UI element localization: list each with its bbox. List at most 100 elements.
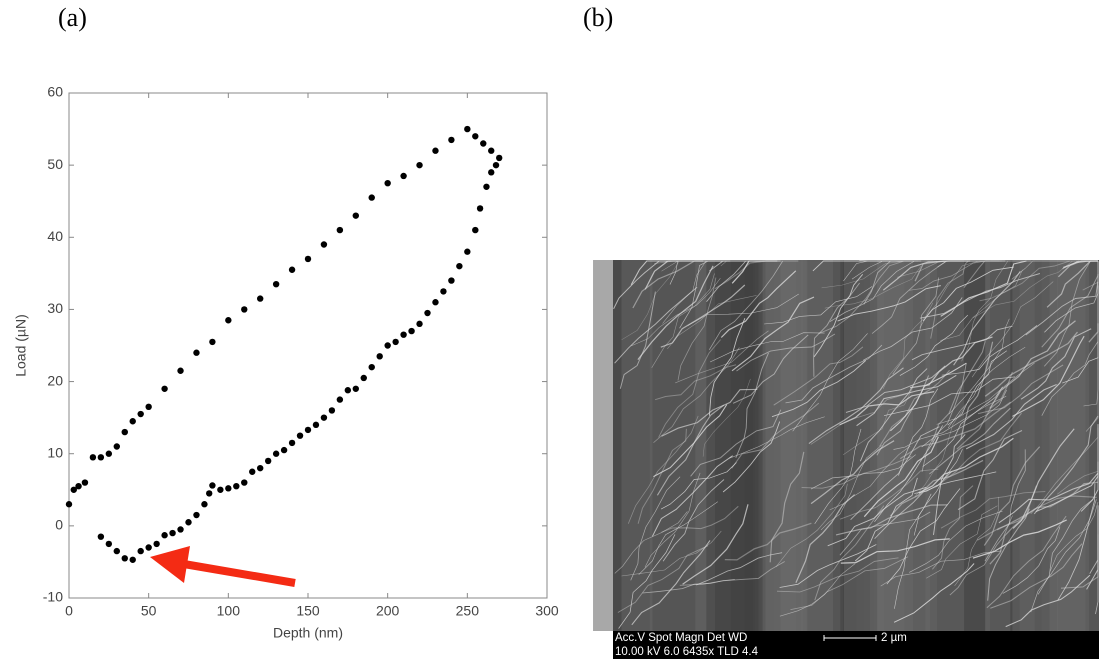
data-point	[206, 490, 212, 496]
y-tick-label: 20	[47, 372, 63, 388]
sem-info-values: 10.00 kV 6.0 6435x TLD 4.4	[615, 646, 759, 658]
data-point	[416, 162, 422, 168]
data-point	[209, 482, 215, 488]
sem-info-header: Acc.V Spot Magn Det WD	[615, 632, 747, 644]
data-point	[329, 407, 335, 413]
data-point	[448, 137, 454, 143]
x-tick-label: 300	[535, 603, 559, 619]
sem-fiber	[859, 261, 921, 262]
data-point	[493, 162, 499, 168]
x-tick-label: 200	[376, 603, 400, 619]
data-point	[464, 126, 470, 132]
data-point	[145, 544, 151, 550]
data-point	[313, 422, 319, 428]
data-point	[384, 180, 390, 186]
plot-frame	[69, 93, 547, 598]
data-point	[265, 458, 271, 464]
data-point	[483, 184, 489, 190]
data-point	[177, 526, 183, 532]
x-tick-label: 100	[217, 603, 241, 619]
data-point	[273, 451, 279, 457]
y-tick-label: 40	[47, 228, 63, 244]
data-point	[432, 299, 438, 305]
sem-image: Acc.V Spot Magn Det WD 10.00 kV 6.0 6435…	[593, 260, 1099, 659]
data-point	[201, 501, 207, 507]
data-point	[66, 501, 72, 507]
data-point	[138, 548, 144, 554]
data-point	[321, 241, 327, 247]
data-point	[369, 194, 375, 200]
data-point	[130, 418, 136, 424]
data-point	[432, 148, 438, 154]
data-point	[233, 483, 239, 489]
data-point	[257, 465, 263, 471]
data-point	[400, 173, 406, 179]
data-point	[217, 487, 223, 493]
y-tick-label: -10	[43, 589, 63, 605]
x-axis-label: Depth (nm)	[273, 625, 343, 641]
data-point	[122, 429, 128, 435]
data-point	[477, 205, 483, 211]
arrow-shaft	[178, 563, 295, 583]
data-point	[281, 447, 287, 453]
data-point	[488, 169, 494, 175]
data-point	[337, 227, 343, 233]
data-point	[424, 310, 430, 316]
data-point	[114, 548, 120, 554]
data-point	[464, 249, 470, 255]
data-point	[161, 386, 167, 392]
data-point	[193, 350, 199, 356]
data-point	[472, 227, 478, 233]
data-point	[193, 512, 199, 518]
data-point	[408, 328, 414, 334]
y-tick-label: 10	[47, 444, 63, 460]
arrow-head	[150, 546, 190, 583]
data-point	[98, 454, 104, 460]
data-point	[106, 451, 112, 457]
data-point	[392, 339, 398, 345]
data-point	[384, 342, 390, 348]
data-point	[177, 368, 183, 374]
data-point	[185, 519, 191, 525]
y-tick-label: 60	[47, 84, 63, 100]
data-point	[106, 541, 112, 547]
sem-shade	[715, 260, 758, 631]
arrow-annotation	[150, 546, 295, 583]
y-tick-label: 30	[47, 300, 63, 316]
y-tick-label: 0	[55, 517, 63, 533]
data-point	[241, 479, 247, 485]
data-point	[353, 212, 359, 218]
data-point	[114, 443, 120, 449]
data-point	[337, 396, 343, 402]
y-tick-label: 50	[47, 156, 63, 172]
data-point	[225, 485, 231, 491]
x-tick-label: 150	[296, 603, 320, 619]
x-tick-label: 0	[65, 603, 73, 619]
data-point	[448, 277, 454, 283]
data-point	[305, 427, 311, 433]
data-point	[169, 530, 175, 536]
sem-shade	[1050, 260, 1086, 631]
panel-label: (b)	[583, 3, 613, 32]
data-point	[153, 541, 159, 547]
data-point	[297, 432, 303, 438]
data-point	[353, 386, 359, 392]
data-point	[305, 256, 311, 262]
data-point	[249, 469, 255, 475]
data-point	[456, 263, 462, 269]
data-point	[289, 440, 295, 446]
data-point	[122, 555, 128, 561]
data-point	[241, 306, 247, 312]
x-tick-label: 250	[456, 603, 480, 619]
data-point	[289, 267, 295, 273]
data-point	[480, 140, 486, 146]
panel-label: (a)	[58, 3, 87, 32]
data-point	[416, 321, 422, 327]
data-point	[488, 148, 494, 154]
data-point	[472, 133, 478, 139]
data-point	[345, 387, 351, 393]
data-point	[321, 414, 327, 420]
data-point	[225, 317, 231, 323]
